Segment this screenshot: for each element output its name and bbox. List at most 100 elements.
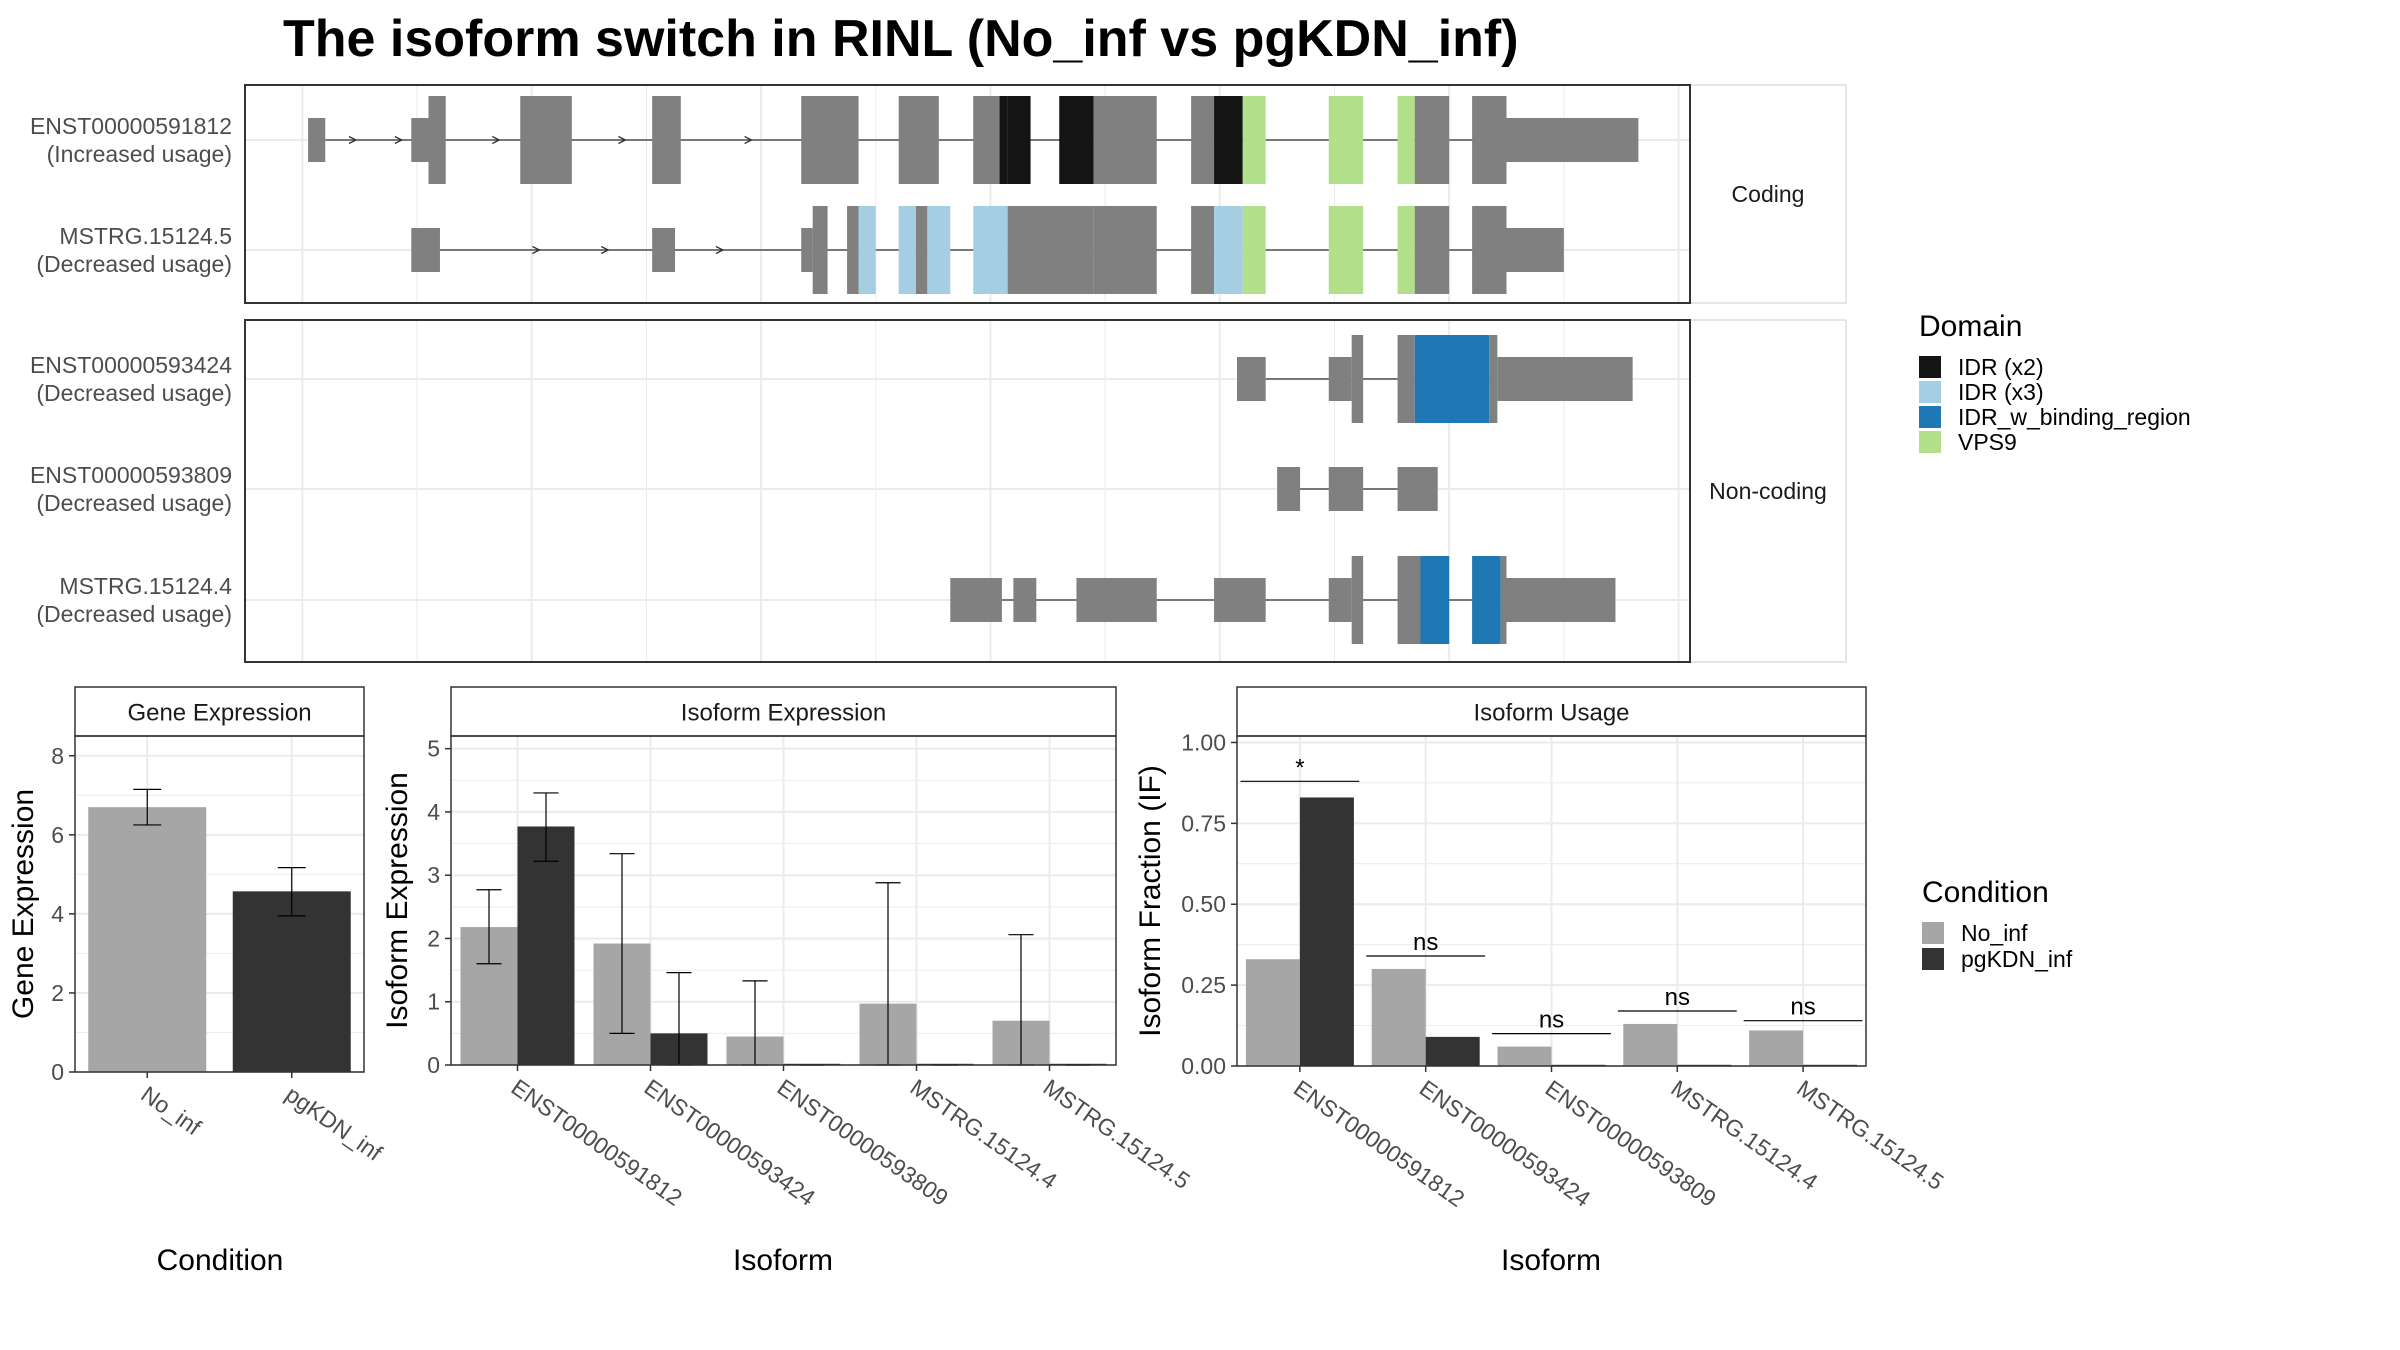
panel-border — [244, 319, 1691, 663]
exon-block — [898, 206, 916, 294]
exon-block — [1277, 467, 1301, 511]
significance-annotation: ns — [1492, 1007, 1611, 1035]
domain-legend-label: IDR (x3) — [1958, 379, 2044, 405]
plot-border — [74, 735, 365, 1073]
y-tick-label: 8 — [51, 743, 64, 769]
transcript-row: ENST00000593809(Decreased usage) — [30, 462, 1438, 516]
exon-block — [1506, 578, 1616, 622]
exon-block — [1093, 96, 1157, 184]
exon-block — [652, 228, 676, 272]
domain-legend-swatch — [1919, 381, 1941, 403]
exon-block — [1397, 467, 1438, 511]
strand-arrow — [600, 245, 610, 255]
x-axis-title: Isoform — [733, 1244, 833, 1277]
significance-annotation: * — [1240, 754, 1360, 782]
exon-block — [1397, 206, 1415, 294]
y-tick-label: 0.25 — [1181, 972, 1226, 998]
chart-title: Isoform Usage — [1473, 700, 1629, 727]
error-bar — [476, 889, 502, 965]
transcript-id-label: ENST00000593809 — [30, 462, 232, 488]
panel-strip — [1689, 319, 1847, 663]
panel-border — [244, 84, 1691, 304]
transcript-row: MSTRG.15124.4(Decreased usage) — [36, 556, 1616, 644]
transcript-id-label: MSTRG.15124.5 — [59, 223, 232, 249]
significance-annotation: ns — [1366, 929, 1486, 957]
y-tick-label: 0.75 — [1181, 810, 1226, 836]
panel-strip — [1689, 84, 1847, 304]
y-tick-label: 5 — [427, 736, 440, 762]
transcript-usage-label: (Decreased usage) — [36, 490, 232, 516]
exon-block — [1328, 206, 1364, 294]
exon-block — [1397, 335, 1415, 423]
exon-block — [1328, 467, 1364, 511]
y-tick-label: 0.50 — [1181, 891, 1226, 917]
strand-arrow — [348, 135, 358, 145]
exon-block — [1506, 118, 1639, 162]
condition-legend-title: Condition — [1922, 876, 2049, 909]
error-bar — [277, 867, 306, 917]
exon-block — [1472, 556, 1501, 644]
exon-block — [652, 96, 681, 184]
x-axis-title: Condition — [157, 1244, 284, 1277]
exon-block — [1242, 206, 1266, 294]
exon-block — [858, 206, 876, 294]
exon-block — [1500, 556, 1507, 644]
bar-no-inf — [1245, 959, 1300, 1066]
exon-block — [1214, 578, 1266, 622]
exon-block — [1414, 335, 1490, 423]
significance-label: ns — [1790, 994, 1815, 1021]
exon-block — [411, 118, 429, 162]
exon-block — [1414, 206, 1450, 294]
exon-block — [927, 206, 951, 294]
strand-arrow — [492, 135, 501, 145]
exon-block — [1414, 96, 1450, 184]
y-tick-label: 0.00 — [1181, 1053, 1226, 1079]
bar-no-inf — [1749, 1030, 1804, 1066]
transcript-id-label: ENST00000591812 — [30, 113, 232, 139]
strand-arrow — [532, 245, 541, 255]
y-tick-label: 1.00 — [1181, 729, 1226, 755]
domain-legend-swatch — [1919, 431, 1941, 453]
exon-block — [520, 96, 572, 184]
exon-block — [1242, 96, 1266, 184]
exon-block — [1397, 556, 1421, 644]
exon-block — [1191, 206, 1215, 294]
condition-legend-swatch — [1922, 922, 1944, 944]
bar-pgkdn-inf — [517, 826, 575, 1065]
chart-title-strip — [74, 686, 365, 737]
exon-block — [898, 96, 939, 184]
domain-legend: Domain IDR (x2)IDR (x3)IDR_w_binding_regi… — [1919, 310, 2191, 455]
domain-legend-title: Domain — [1919, 310, 2022, 343]
exon-block — [1472, 96, 1507, 184]
error-bar — [133, 788, 162, 826]
transcript-usage-label: (Decreased usage) — [36, 601, 232, 627]
y-tick-label: 4 — [427, 799, 440, 825]
bar-no-inf — [88, 807, 207, 1072]
exon-block — [973, 206, 1008, 294]
exon-block — [1007, 96, 1031, 184]
chart-title: Gene Expression — [127, 700, 311, 727]
exon-block — [1489, 335, 1498, 423]
y-axis-title: Isoform Fraction (IF) — [1134, 765, 1167, 1037]
y-tick-label: 3 — [427, 862, 440, 888]
exon-block — [1076, 578, 1157, 622]
y-tick-label: 6 — [51, 822, 64, 848]
exon-block — [1328, 578, 1352, 622]
y-tick-label: 0 — [427, 1052, 440, 1078]
exon-block — [1472, 206, 1507, 294]
exon-block — [1237, 357, 1266, 401]
domain-legend-label: VPS9 — [1958, 429, 2017, 455]
exon-block — [847, 206, 859, 294]
significance-label: * — [1295, 754, 1304, 781]
domain-legend-label: IDR_w_binding_region — [1958, 404, 2191, 430]
significance-label: ns — [1539, 1007, 1564, 1034]
exon-block — [411, 228, 440, 272]
error-bar — [533, 792, 559, 862]
exon-block — [1214, 206, 1243, 294]
strand-arrow — [715, 245, 725, 255]
exon-block — [801, 96, 859, 184]
condition-legend-label: pgKDN_inf — [1961, 946, 2073, 972]
panel-strip-label: Coding — [1732, 181, 1805, 207]
